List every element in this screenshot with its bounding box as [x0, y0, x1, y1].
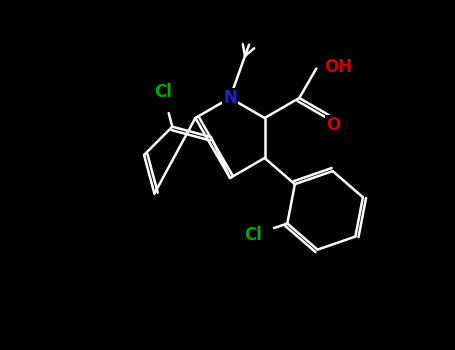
- Text: Cl: Cl: [244, 226, 262, 244]
- Text: O: O: [327, 116, 341, 134]
- Text: OH: OH: [324, 57, 352, 76]
- Text: Cl: Cl: [154, 83, 172, 101]
- Text: N: N: [223, 89, 237, 107]
